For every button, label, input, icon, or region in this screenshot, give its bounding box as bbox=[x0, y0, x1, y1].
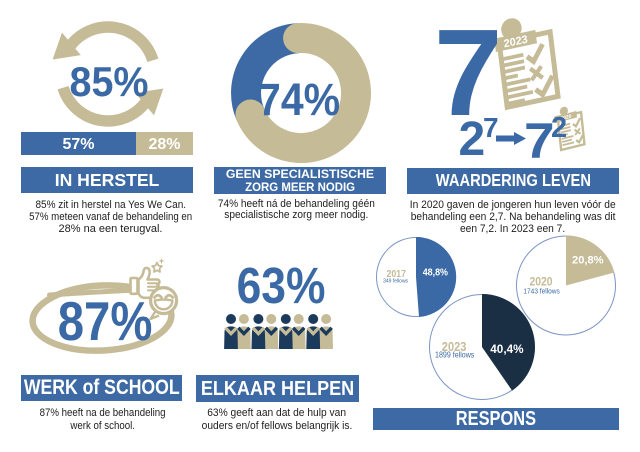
svg-text:48,8%: 48,8% bbox=[423, 268, 448, 279]
svg-text:2020: 2020 bbox=[530, 275, 553, 288]
svg-text:2020: 2020 bbox=[560, 114, 572, 123]
svg-text:2017: 2017 bbox=[387, 269, 407, 280]
svg-text:1899 fellows: 1899 fellows bbox=[435, 351, 474, 360]
svg-text:349 fellows: 349 fellows bbox=[383, 279, 408, 285]
svg-text:2023: 2023 bbox=[442, 339, 467, 354]
svg-text:40,4%: 40,4% bbox=[490, 342, 524, 356]
svg-text:1743 fellows: 1743 fellows bbox=[523, 287, 560, 296]
svg-text:20,8%: 20,8% bbox=[572, 255, 604, 267]
svg-text:2023: 2023 bbox=[503, 34, 528, 51]
